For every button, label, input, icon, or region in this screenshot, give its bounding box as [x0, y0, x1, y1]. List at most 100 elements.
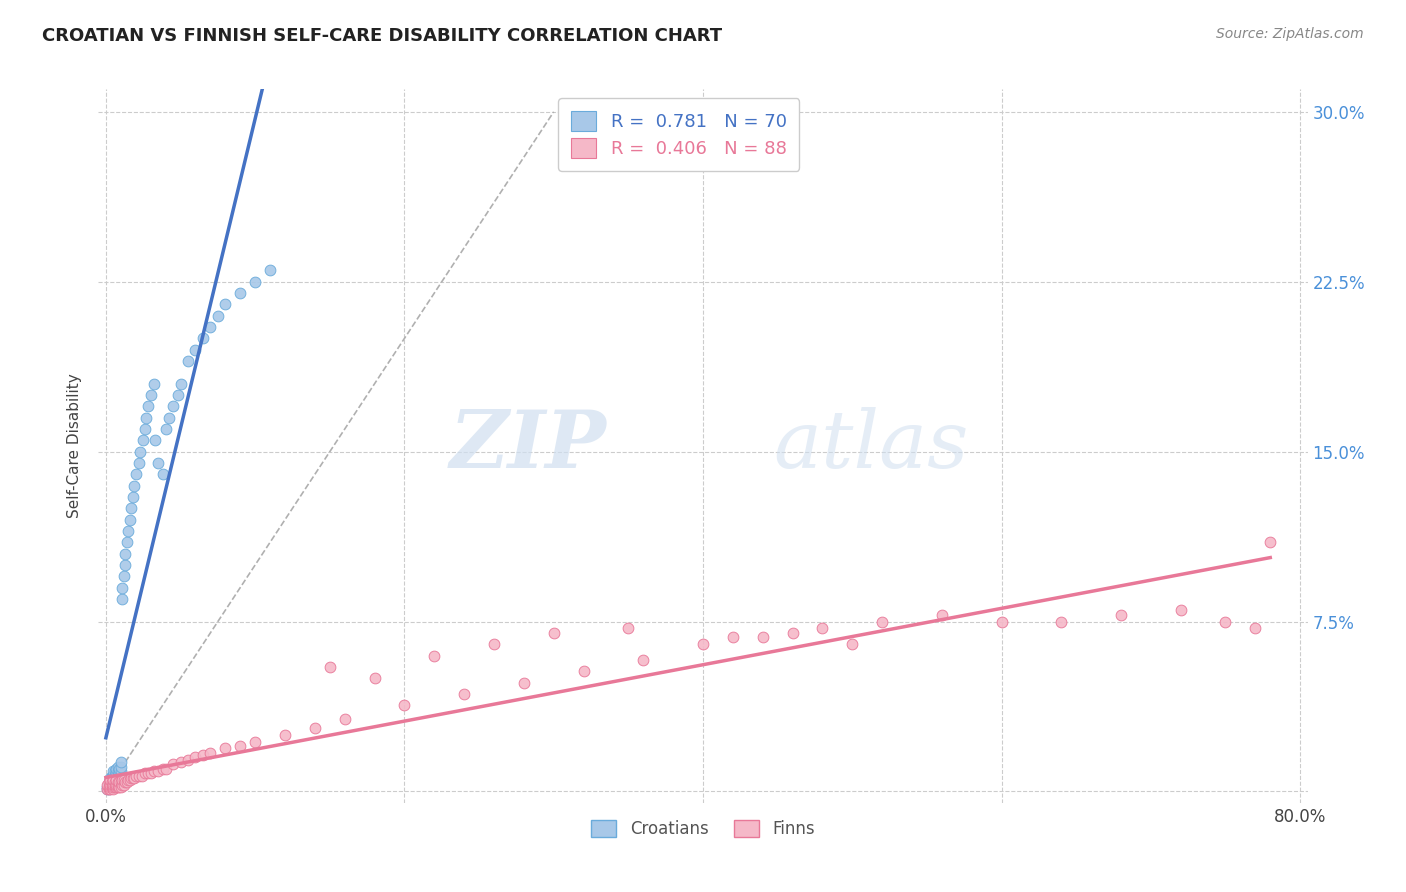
Point: [243, 275, 266, 289]
Point: [112, 773, 135, 788]
Point: [107, 759, 129, 773]
Y-axis label: Self-Care Disability: Self-Care Disability: [67, 374, 83, 518]
Point: [105, 773, 128, 788]
Point: [101, 778, 124, 792]
Point: [115, 775, 138, 789]
Point: [1258, 535, 1281, 549]
Point: [120, 771, 142, 785]
Point: [157, 410, 180, 425]
Point: [841, 637, 863, 651]
Point: [107, 778, 129, 792]
Point: [98, 778, 121, 792]
Point: [110, 775, 132, 789]
Point: [482, 637, 505, 651]
Point: [98, 773, 121, 788]
Point: [97, 782, 120, 797]
Point: [782, 626, 804, 640]
Point: [105, 780, 128, 794]
Point: [229, 286, 252, 301]
Point: [107, 769, 129, 783]
Point: [1244, 621, 1267, 635]
Point: [98, 775, 121, 789]
Point: [103, 764, 125, 778]
Point: [125, 769, 148, 783]
Point: [104, 769, 127, 783]
Point: [125, 467, 148, 482]
Point: [162, 757, 184, 772]
Point: [98, 780, 121, 794]
Point: [152, 467, 174, 482]
Point: [104, 764, 127, 778]
Point: [136, 400, 159, 414]
Point: [191, 748, 214, 763]
Point: [101, 769, 124, 783]
Point: [105, 766, 128, 780]
Point: [97, 775, 120, 789]
Point: [243, 734, 266, 748]
Point: [107, 780, 129, 794]
Point: [103, 769, 125, 783]
Legend: Croatians, Finns: Croatians, Finns: [585, 813, 821, 845]
Point: [98, 773, 121, 788]
Point: [751, 631, 773, 645]
Text: ZIP: ZIP: [450, 408, 606, 484]
Point: [543, 626, 565, 640]
Point: [111, 773, 134, 788]
Point: [96, 782, 118, 797]
Point: [136, 766, 159, 780]
Point: [155, 422, 177, 436]
Point: [135, 410, 157, 425]
Point: [207, 309, 229, 323]
Point: [184, 343, 207, 357]
Point: [811, 621, 834, 635]
Point: [108, 762, 131, 776]
Point: [142, 376, 165, 391]
Point: [394, 698, 416, 713]
Point: [214, 297, 236, 311]
Point: [139, 388, 162, 402]
Point: [200, 320, 222, 334]
Point: [108, 775, 131, 789]
Point: [108, 766, 131, 780]
Point: [103, 778, 125, 792]
Text: CROATIAN VS FINNISH SELF-CARE DISABILITY CORRELATION CHART: CROATIAN VS FINNISH SELF-CARE DISABILITY…: [42, 27, 723, 45]
Point: [98, 778, 121, 792]
Point: [101, 773, 124, 788]
Point: [111, 778, 134, 792]
Point: [1170, 603, 1192, 617]
Point: [1215, 615, 1237, 629]
Point: [110, 755, 132, 769]
Point: [142, 764, 165, 778]
Point: [96, 782, 118, 797]
Point: [112, 778, 135, 792]
Point: [105, 771, 128, 785]
Point: [118, 773, 141, 788]
Point: [122, 478, 145, 492]
Point: [214, 741, 236, 756]
Point: [103, 780, 125, 794]
Point: [132, 434, 155, 448]
Point: [131, 769, 153, 783]
Point: [118, 513, 141, 527]
Point: [453, 687, 475, 701]
Point: [97, 780, 120, 794]
Point: [97, 782, 120, 797]
Point: [1050, 615, 1073, 629]
Point: [105, 778, 128, 792]
Point: [104, 780, 127, 794]
Point: [96, 780, 118, 794]
Point: [870, 615, 893, 629]
Point: [103, 782, 125, 797]
Point: [304, 721, 326, 735]
Point: [617, 621, 640, 635]
Point: [931, 607, 953, 622]
Point: [229, 739, 252, 754]
Point: [98, 782, 121, 797]
Point: [101, 780, 124, 794]
Point: [107, 764, 129, 778]
Point: [134, 422, 156, 436]
Point: [104, 773, 127, 788]
Point: [259, 263, 281, 277]
Point: [104, 775, 127, 789]
Point: [103, 771, 125, 785]
